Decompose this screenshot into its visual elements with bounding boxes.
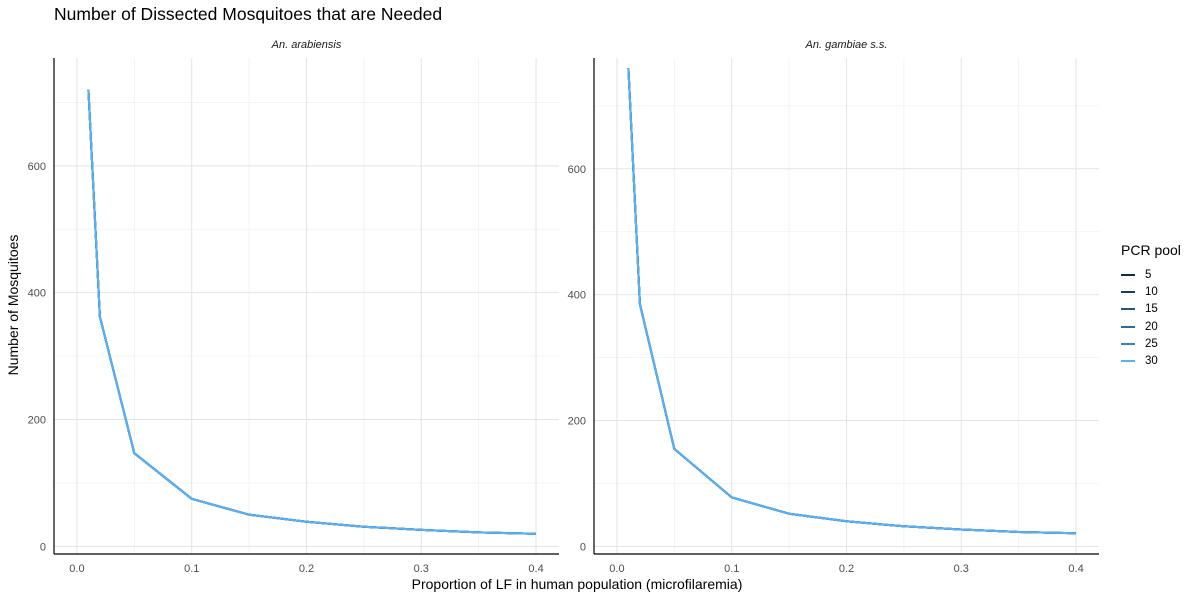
- legend-label: 30: [1145, 355, 1158, 368]
- legend-key: [1121, 342, 1135, 345]
- x-tick-label: 0.2: [299, 563, 314, 575]
- x-tick-label: 0.0: [609, 563, 624, 575]
- chart-title: Number of Dissected Mosquitoes that are …: [54, 4, 443, 24]
- legend-item: 5: [1121, 266, 1181, 283]
- legend-label: 25: [1145, 337, 1158, 350]
- x-tick-label: 0.2: [839, 563, 854, 575]
- legend-label: 20: [1145, 320, 1158, 333]
- legend-key: [1121, 273, 1135, 276]
- legend-label: 10: [1145, 285, 1158, 298]
- y-tick-label: 0: [40, 541, 46, 553]
- series-line-5: [627, 68, 1077, 535]
- legend-key: [1121, 325, 1135, 328]
- x-tick-label: 0.3: [954, 563, 969, 575]
- legend-label: 5: [1145, 268, 1152, 281]
- series-line-15: [627, 68, 1077, 535]
- legend-key: [1121, 290, 1135, 293]
- y-tick-label: 0: [580, 541, 586, 553]
- y-tick-label: 400: [568, 290, 586, 302]
- legend-item: 15: [1121, 301, 1181, 318]
- series-line-15: [87, 89, 537, 535]
- legend-item: 10: [1121, 283, 1181, 300]
- x-axis-label: Proportion of LF in human population (mi…: [411, 576, 743, 592]
- x-tick-label: 0.1: [724, 563, 739, 575]
- facet-strip-label: An. gambiae s.s.: [805, 39, 888, 51]
- legend-key: [1121, 308, 1135, 311]
- x-tick-label: 0.4: [528, 563, 543, 575]
- series-line-10: [627, 68, 1077, 535]
- legend-item: 30: [1121, 352, 1181, 369]
- y-tick-label: 600: [28, 161, 46, 173]
- series-line-30: [627, 68, 1077, 535]
- series-line-10: [87, 89, 537, 535]
- y-tick-label: 600: [568, 164, 586, 176]
- series-line-25: [627, 68, 1077, 535]
- x-tick-label: 0.1: [184, 563, 199, 575]
- facet-strip-label: An. arabiensis: [271, 39, 342, 51]
- y-tick-label: 400: [28, 288, 46, 300]
- legend-item: 20: [1121, 318, 1181, 335]
- legend-key: [1121, 360, 1135, 363]
- legend: PCR pool 5 10 15 20 25 30: [1121, 242, 1181, 370]
- series-line-20: [87, 89, 537, 535]
- legend-title: PCR pool: [1121, 242, 1181, 258]
- y-tick-label: 200: [568, 416, 586, 428]
- series-line-5: [87, 89, 537, 535]
- x-tick-label: 0.3: [414, 563, 429, 575]
- series-line-30: [87, 89, 537, 535]
- legend-item: 25: [1121, 335, 1181, 352]
- series-line-25: [87, 89, 537, 535]
- series-line-20: [627, 68, 1077, 535]
- x-tick-label: 0.4: [1068, 563, 1083, 575]
- y-tick-label: 200: [28, 415, 46, 427]
- y-axis-label: Number of Mosquitoes: [5, 234, 21, 376]
- legend-label: 15: [1145, 303, 1158, 316]
- x-tick-label: 0.0: [69, 563, 84, 575]
